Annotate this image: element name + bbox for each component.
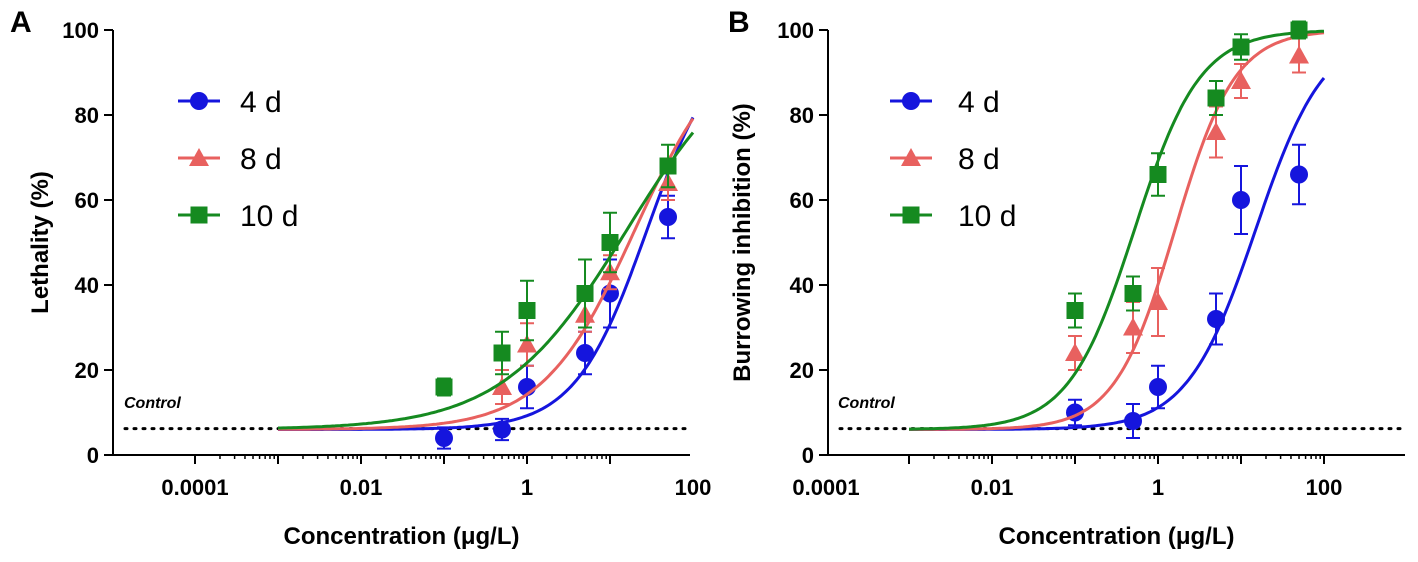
legend-marker [190, 92, 208, 110]
data-point [1123, 317, 1144, 336]
panel-letter: A [10, 6, 32, 39]
series-4d [909, 77, 1326, 439]
y-tick-label: 40 [75, 273, 99, 298]
legend-label: 8 d [958, 143, 1000, 176]
data-point [601, 234, 619, 251]
x-tick-label: 1 [521, 475, 533, 500]
data-point [518, 302, 536, 319]
y-axis-title: Lethality (%) [27, 171, 54, 314]
y-tick-label: 20 [75, 358, 99, 383]
panel-letter: B [728, 6, 750, 39]
y-tick-label: 80 [75, 103, 99, 128]
legend-marker [190, 206, 208, 224]
data-point [659, 208, 678, 226]
fit-curve [909, 29, 1325, 431]
data-point [1207, 310, 1226, 328]
x-tick-label: 0.01 [340, 475, 383, 500]
x-axis-title: Concentration (μg/L) [284, 523, 520, 550]
y-tick-label: 60 [75, 188, 99, 213]
y-tick-label: 100 [777, 18, 814, 43]
data-point [1289, 45, 1310, 64]
fit-curve [278, 131, 695, 430]
y-tick-label: 80 [790, 103, 814, 128]
y-tick-label: 20 [790, 358, 814, 383]
control-label: Control [838, 395, 895, 412]
fit-curve [278, 116, 695, 431]
data-point [1290, 21, 1308, 39]
data-point [1124, 285, 1142, 302]
x-tick-label: 0.01 [971, 475, 1014, 500]
data-point [493, 344, 511, 362]
data-point [1207, 89, 1225, 107]
y-tick-label: 0 [802, 443, 814, 468]
panel-b: B 0 20 40 60 80 100 0.0001 0.01 1 100 Concentration… [728, 6, 1407, 550]
data-point [1232, 191, 1250, 209]
legend-marker [902, 92, 920, 110]
data-point [517, 334, 537, 353]
data-point [1066, 302, 1084, 319]
x-tick-label: 0.0001 [792, 475, 859, 500]
series-8d [909, 31, 1325, 431]
y-tick-label: 60 [790, 188, 814, 213]
data-point [492, 377, 513, 395]
data-point [1149, 166, 1167, 183]
data-point [435, 378, 453, 396]
data-point [576, 344, 595, 362]
fit-curve [909, 31, 1325, 431]
data-point [1065, 343, 1085, 361]
legend-label: 10 d [240, 200, 298, 233]
series-10d [278, 131, 695, 430]
legend-label: 10 d [958, 200, 1016, 233]
fit-curve [278, 117, 695, 431]
x-axis-title: Concentration (μg/L) [999, 523, 1235, 550]
data-point [1231, 71, 1251, 89]
data-point [1124, 412, 1143, 430]
x-tick-label: 100 [675, 475, 712, 500]
data-point [576, 285, 594, 302]
legend-marker [189, 148, 209, 166]
data-point [659, 157, 677, 175]
x-tick-label: 0.0001 [161, 475, 228, 500]
x-tick-label: 100 [1306, 475, 1343, 500]
series-4d [278, 116, 695, 450]
series-10d [909, 20, 1325, 431]
legend-marker [901, 148, 921, 166]
y-tick-label: 0 [87, 443, 99, 468]
data-point [493, 420, 512, 439]
control-label: Control [124, 395, 181, 412]
y-tick-label: 100 [62, 18, 99, 43]
y-axis-title: Burrowing inhibition (%) [729, 103, 756, 382]
data-point [1232, 38, 1250, 56]
data-point [1206, 122, 1227, 140]
legend-label: 8 d [240, 143, 282, 176]
legend-label: 4 d [958, 86, 1000, 119]
data-point [435, 429, 453, 447]
data-point [1148, 292, 1168, 310]
data-point [1290, 165, 1309, 184]
x-tick-label: 1 [1152, 475, 1164, 500]
legend-marker [902, 206, 920, 224]
panel-a: A 0 20 40 60 80 100 0.0001 0.01 1 100 Concentration… [10, 6, 711, 550]
y-tick-label: 40 [790, 273, 814, 298]
fit-curve [909, 77, 1326, 431]
data-point [1149, 378, 1167, 396]
legend-label: 4 d [240, 86, 282, 119]
